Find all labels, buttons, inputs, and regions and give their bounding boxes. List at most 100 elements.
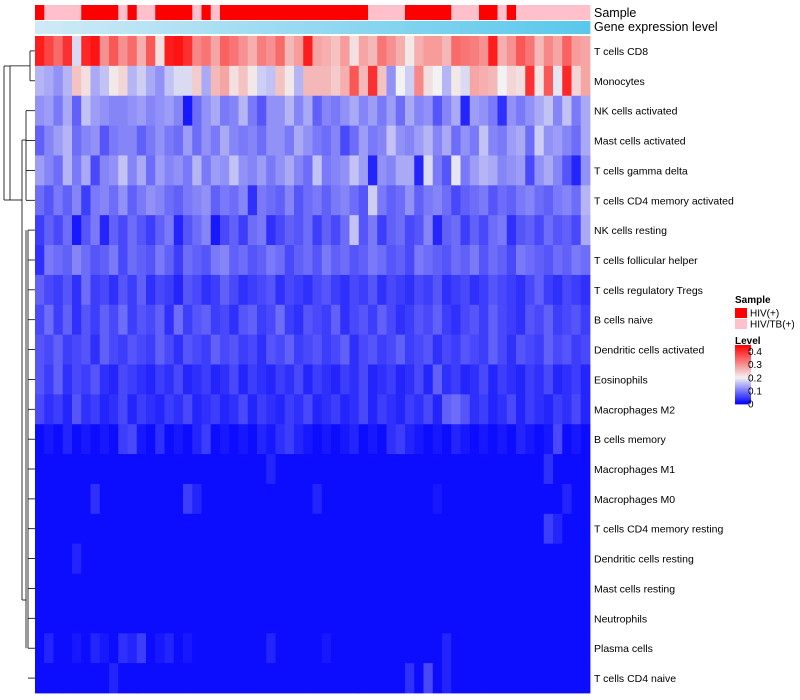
heatmap-cell [201,394,212,425]
heatmap-cell [294,245,304,276]
heatmap-cell [368,364,378,395]
heatmap-cell [331,125,341,156]
heatmap-cell [525,334,535,365]
heatmap-cell [469,155,480,186]
heatmap-cell [136,274,147,306]
heatmap-cell [506,125,517,156]
heatmap-cell [275,65,286,97]
legend-colorbar-step [735,370,751,372]
heatmap-cell [118,155,128,186]
gene-annotation-cell [562,21,572,34]
gene-annotation-cell [516,21,526,34]
gene-annotation-cell [423,21,434,34]
heatmap-cell [72,483,82,515]
heatmap-cell [238,454,249,485]
heatmap-cell [201,364,212,395]
heatmap-cell [534,603,545,634]
heatmap-cell [506,245,517,276]
heatmap-cell [146,334,156,365]
row-label: NK cells activated [594,106,678,118]
heatmap-cell [127,274,138,306]
heatmap-cell [479,543,489,574]
sample-annotation-cell [127,5,138,20]
heatmap-cell [460,424,471,455]
heatmap-cell [247,304,258,336]
heatmap-cell [432,125,443,156]
heatmap-cell [99,573,110,604]
heatmap-cell [321,304,332,336]
heatmap-cell [294,543,304,574]
heatmap-cell [479,364,489,395]
heatmap-cell [525,633,535,664]
heatmap-cell [183,663,193,694]
heatmap-cell [312,215,323,246]
heatmap-cell [479,65,489,97]
heatmap-cell [164,633,175,664]
heatmap-cell [340,245,350,276]
heatmap-cell [506,65,517,97]
heatmap-cell [146,36,156,67]
heatmap-cell [90,663,101,694]
heatmap-cell [349,125,360,156]
heatmap-cell [312,513,323,545]
heatmap-cell [377,573,387,604]
row-label: T cells CD8 [594,46,648,58]
heatmap-cell [275,663,286,694]
heatmap-cell [53,483,64,515]
heatmap-cell [136,364,147,395]
legend-colorbar-step [735,381,751,384]
heatmap-cell [284,274,295,306]
heatmap-cell [349,513,360,545]
heatmap-cell [571,334,582,365]
sample-annotation-cell [516,5,526,20]
gene-annotation-cell [210,21,221,34]
heatmap-cell [303,543,313,574]
heatmap-cell [81,483,91,515]
heatmap-cell [331,603,341,634]
heatmap-cell [349,65,360,97]
heatmap-cell [368,245,378,276]
heatmap-cell [395,483,406,515]
heatmap-cell [331,95,341,126]
heatmap-cell [516,543,526,574]
heatmap-cell [90,95,101,126]
heatmap-cell [81,304,91,336]
sample-annotation-cells [35,5,591,20]
heatmap-cell [210,513,221,545]
heatmap-cell [247,483,258,515]
heatmap-cell [451,185,461,216]
heatmap-cell [127,573,138,604]
heatmap-cell [99,215,110,246]
gene-annotation-cell [164,21,175,34]
heatmap-cell [553,603,563,634]
heatmap-cell [229,513,239,545]
heatmap-cell [331,454,341,485]
heatmap-cell [44,483,54,515]
heatmap-cell [53,543,64,574]
heatmap-cell [164,215,175,246]
heatmap-cell [284,65,295,97]
legend-colorbar-step [735,358,751,361]
heatmap-cell [173,364,184,395]
heatmap-cell [432,274,443,306]
heatmap-cell [192,513,202,545]
heatmap-cell [192,274,202,306]
heatmap-cell [321,65,332,97]
heatmap-cell [155,573,165,604]
heatmap-cell [303,185,313,216]
heatmap-cell [442,663,452,694]
heatmap-cell [53,573,64,604]
heatmap-cell [62,483,73,515]
legend-colorbar-step [735,349,751,352]
heatmap-cell [395,394,406,425]
heatmap-cell [35,573,45,604]
heatmap-cell [210,36,221,67]
heatmap-cells [35,36,591,694]
heatmap-cell [44,543,54,574]
gene-expression-annotation-bar [35,21,591,34]
heatmap-cell [321,364,332,395]
gene-annotation-cell [146,21,156,34]
heatmap-cell [395,573,406,604]
heatmap-cell [414,334,424,365]
heatmap-cell [90,245,101,276]
